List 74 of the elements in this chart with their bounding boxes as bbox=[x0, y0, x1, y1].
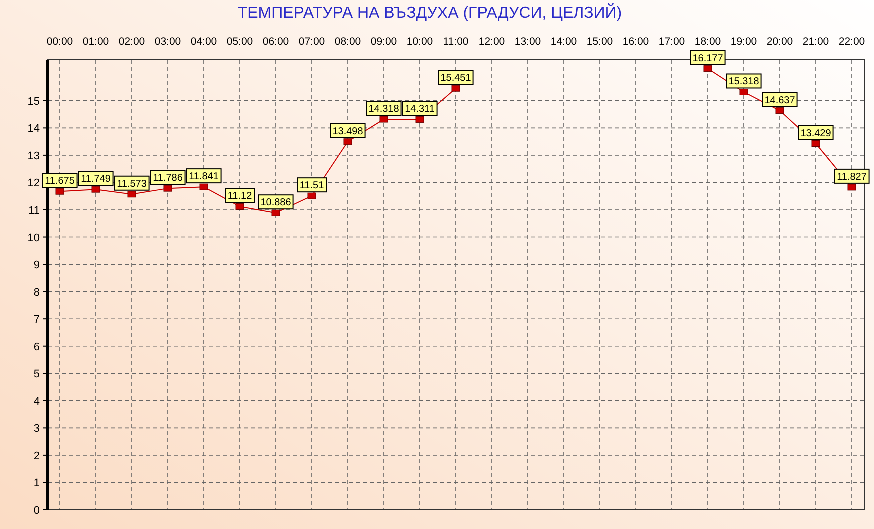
point bbox=[344, 138, 352, 146]
y-tick-label: 6 bbox=[34, 341, 40, 354]
data-label: 11.841 bbox=[189, 172, 220, 183]
point bbox=[452, 85, 460, 92]
x-tick-label: 17:00 bbox=[658, 36, 686, 48]
y-tick-label: 15 bbox=[28, 96, 40, 108]
x-tick-label: 07:00 bbox=[298, 36, 326, 48]
point bbox=[56, 188, 64, 195]
y-tick-label: 4 bbox=[34, 396, 40, 408]
point bbox=[164, 185, 172, 192]
x-tick-label: 19:00 bbox=[730, 36, 758, 48]
point bbox=[416, 116, 424, 123]
chart-title: ТЕМПЕРАТУРА НА ВЪЗДУХА (ГРАДУСИ, ЦЕЛЗИЙ) bbox=[238, 3, 622, 22]
data-label: 14.318 bbox=[368, 104, 400, 116]
y-tick-label: 8 bbox=[34, 286, 40, 299]
x-tick-label: 03:00 bbox=[154, 36, 182, 48]
x-tick-label: 02:00 bbox=[118, 36, 146, 48]
y-tick-label: 12 bbox=[28, 178, 40, 190]
x-tick-label: 00:00 bbox=[46, 36, 74, 48]
x-tick-label: 21:00 bbox=[802, 36, 830, 48]
y-tick-label: 1 bbox=[34, 478, 40, 490]
y-tick-label: 0 bbox=[34, 505, 40, 517]
x-tick-label: 16:00 bbox=[622, 36, 650, 48]
point bbox=[380, 116, 388, 123]
data-label: 14.311 bbox=[405, 104, 436, 116]
y-tick-label: 3 bbox=[34, 423, 40, 436]
data-label: 11.827 bbox=[837, 172, 868, 183]
x-tick-label: 06:00 bbox=[262, 36, 290, 48]
data-label: 14.637 bbox=[764, 95, 796, 106]
point bbox=[92, 186, 100, 193]
data-label: 11.51 bbox=[300, 180, 325, 192]
x-tick-label: 18:00 bbox=[694, 36, 722, 48]
x-tick-label: 13:00 bbox=[514, 36, 542, 48]
point bbox=[200, 184, 208, 190]
y-tick-label: 13 bbox=[28, 150, 40, 162]
y-tick-label: 9 bbox=[34, 260, 40, 272]
x-tick-label: 09:00 bbox=[370, 36, 398, 48]
point bbox=[848, 184, 856, 191]
data-label: 15.451 bbox=[440, 73, 472, 84]
point bbox=[704, 66, 712, 72]
point bbox=[236, 203, 244, 210]
y-tick-label: 5 bbox=[34, 368, 40, 381]
y-tick-label: 7 bbox=[34, 314, 40, 326]
data-label: 11.749 bbox=[81, 174, 112, 186]
point bbox=[272, 210, 280, 216]
data-label: 13.429 bbox=[800, 128, 832, 140]
x-tick-label: 05:00 bbox=[226, 36, 254, 48]
data-label: 16.177 bbox=[692, 53, 724, 64]
x-tick-label: 11:00 bbox=[443, 36, 469, 48]
data-label: 11.573 bbox=[117, 178, 148, 190]
x-tick-label: 12:00 bbox=[478, 36, 506, 48]
data-label: 11.12 bbox=[228, 191, 253, 202]
y-tick-label: 14 bbox=[28, 123, 40, 136]
point bbox=[812, 140, 820, 148]
data-label: 10.886 bbox=[260, 198, 292, 209]
point bbox=[128, 191, 136, 198]
point bbox=[740, 88, 748, 96]
data-label: 11.786 bbox=[153, 173, 184, 184]
data-label: 13.498 bbox=[332, 126, 364, 138]
y-tick-label: 2 bbox=[34, 450, 40, 462]
point bbox=[776, 108, 784, 114]
x-tick-label: 15:00 bbox=[586, 36, 614, 48]
y-tick-label: 10 bbox=[28, 232, 40, 244]
data-label: 11.675 bbox=[45, 176, 76, 188]
x-tick-label: 04:00 bbox=[190, 36, 218, 48]
x-tick-label: 20:00 bbox=[766, 36, 794, 48]
point bbox=[308, 192, 316, 200]
x-tick-label: 10:00 bbox=[406, 36, 434, 48]
data-label: 15.318 bbox=[728, 76, 760, 88]
x-tick-label: 22:00 bbox=[838, 36, 866, 48]
x-tick-label: 08:00 bbox=[334, 36, 362, 48]
y-tick-label: 11 bbox=[28, 205, 40, 217]
x-tick-label: 01:00 bbox=[82, 36, 110, 48]
x-tick-label: 14:00 bbox=[550, 36, 578, 48]
